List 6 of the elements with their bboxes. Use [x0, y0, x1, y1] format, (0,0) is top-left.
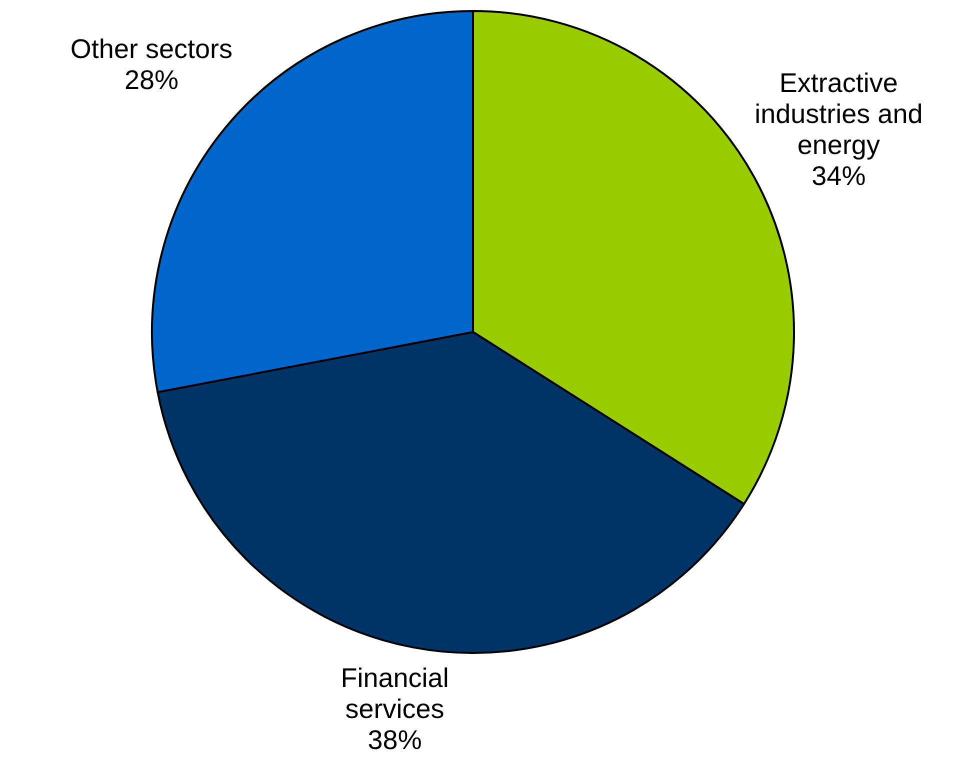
slice-label: Extractive industries and energy: [754, 68, 923, 160]
slice-label: Financial services: [340, 662, 449, 724]
data-label: 34%: [812, 160, 866, 191]
slice-label: Other sectors: [70, 34, 232, 64]
data-label: 38%: [368, 724, 422, 755]
data-label: 28%: [124, 64, 178, 95]
